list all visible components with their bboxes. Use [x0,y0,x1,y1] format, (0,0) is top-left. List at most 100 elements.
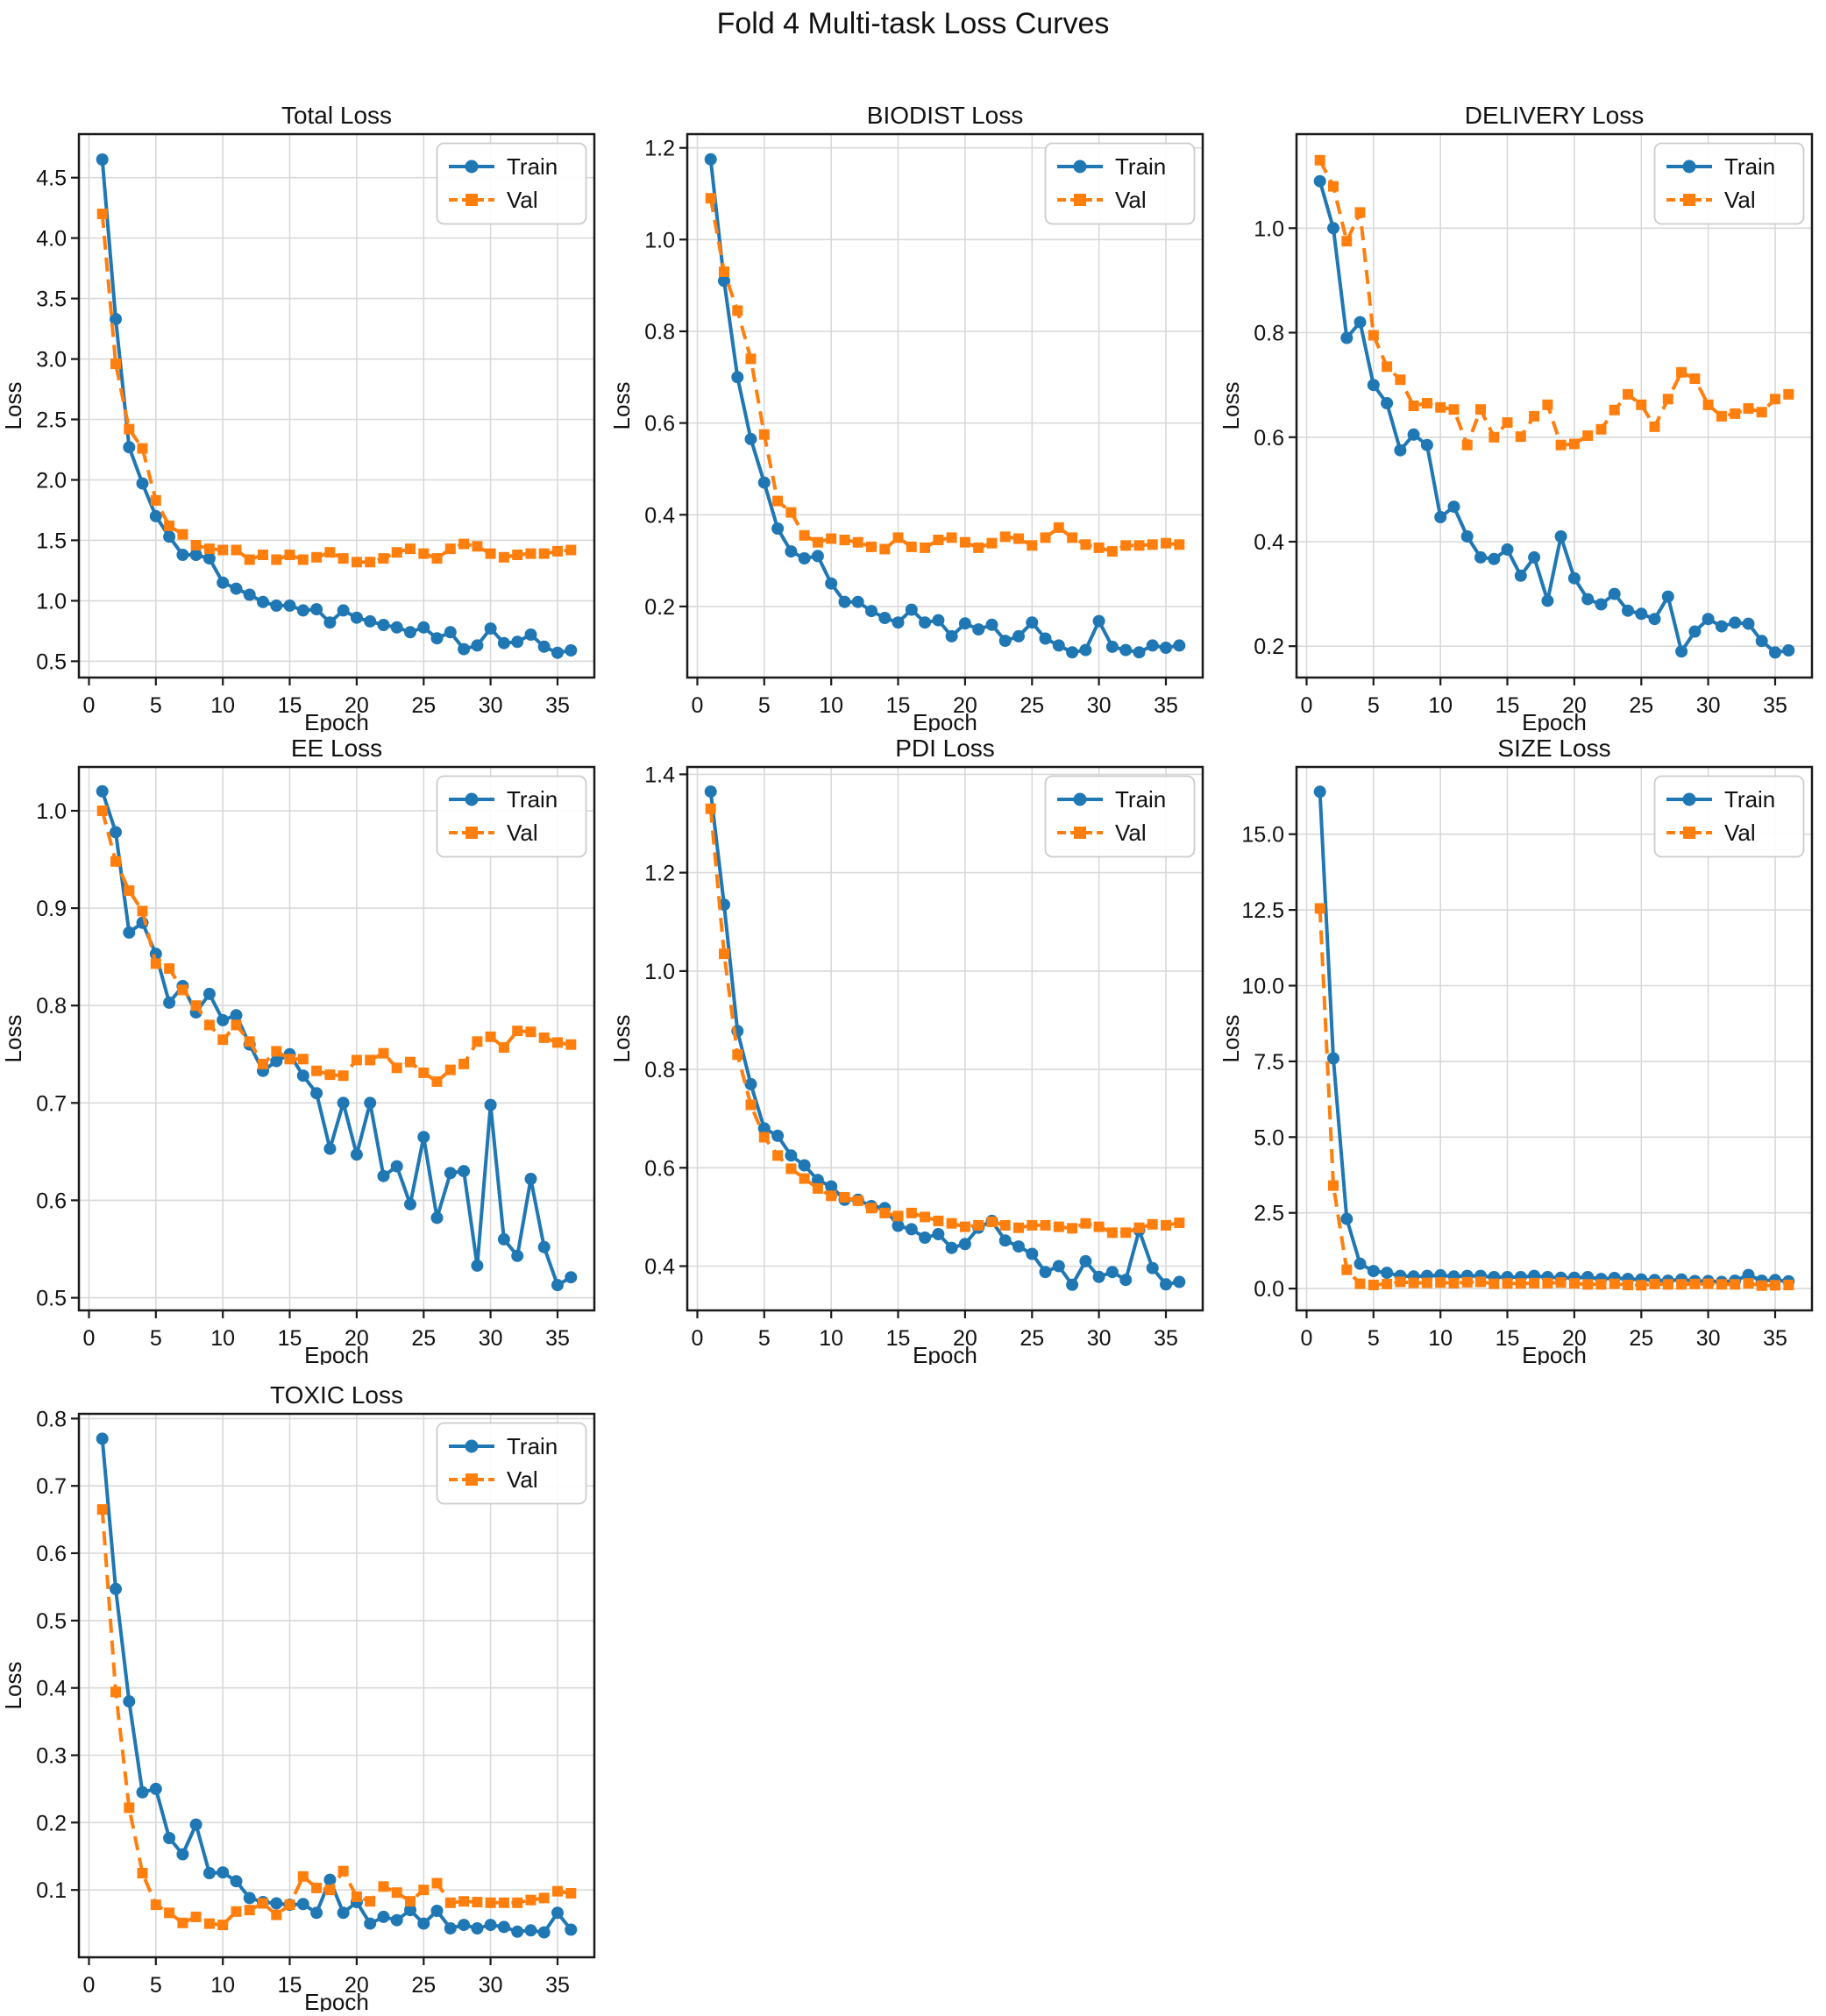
figure-title: Fold 4 Multi-task Loss Curves [716,7,1110,40]
series-val-marker [812,536,823,548]
legend-swatch-marker [465,792,479,806]
series-train-marker [350,1148,363,1161]
series-val-marker [705,803,716,814]
axes-spines [77,132,596,679]
series-val-marker [1489,1278,1500,1289]
series-val-marker [906,541,917,552]
series-train-marker [1173,1275,1186,1288]
series-train-marker [458,1919,471,1932]
x-tick-label: 30 [1087,1326,1112,1351]
series-train-marker [123,1695,136,1708]
series-val-marker [1515,431,1526,443]
y-tick-label: 3.5 [36,287,67,312]
series-train-marker [1367,1265,1380,1278]
series-val-marker [1093,1221,1105,1232]
series-val-marker [431,553,443,564]
series-val-marker [498,1897,509,1908]
y-tick-label: 0.3 [36,1744,67,1769]
series-train-marker [1541,594,1554,607]
series-train-marker [243,1892,256,1905]
series-train-marker [511,1925,524,1938]
series-val-marker [431,1075,443,1087]
legend-label: Val [1724,187,1756,213]
series-train-marker [1608,587,1621,600]
series-train-marker [1039,632,1052,645]
series-val-marker [1013,1222,1024,1233]
series-val-marker [1568,1278,1580,1289]
series-train-marker [497,636,510,650]
series-train-marker [123,926,136,939]
series-val-marker [1582,430,1594,441]
series-val-marker [1730,408,1741,419]
series-train-marker [1160,642,1172,654]
series-train-marker [390,1913,403,1927]
series-val-marker [758,1132,770,1143]
series-val-marker [525,1026,536,1038]
y-tick-label: 0.0 [1254,1277,1284,1302]
series-val-marker [444,1064,456,1075]
series-train-marker [1742,1268,1755,1281]
series-val-marker [378,553,389,564]
series-val-marker [839,1192,850,1203]
series-train-marker [230,1009,243,1022]
series-train-marker [1079,1254,1092,1267]
series-train-marker [1340,331,1354,344]
y-tick-label: 0.1 [36,1878,67,1903]
x-tick-label: 20 [345,693,369,718]
series-val-marker [324,1069,336,1081]
series-val-marker [879,1207,891,1218]
series-train-marker [1146,639,1159,652]
series-train-marker [785,545,798,558]
series-train-marker [1026,616,1039,629]
series-val-marker [164,963,175,974]
series-val-marker [1421,1277,1432,1288]
series-val-marker [177,529,188,540]
series-val-marker [1080,1217,1091,1229]
series-val-marker [137,905,148,917]
legend-label: Val [507,187,538,213]
series-train-marker [471,1259,484,1272]
series-train-marker [718,274,730,287]
series-train-marker [1119,643,1133,657]
subplot-pdi: 0 5 10 15 20 25 30 35 0.4 0.6 0.8 1.0 1.2 1.4 PDI Loss… [608,716,1217,1368]
series-train-marker [430,632,444,645]
series-train-marker [905,603,918,616]
subplot-title: TOXIC Loss [270,1381,403,1409]
subplot-title: Total Loss [281,102,392,129]
x-tick-label: 20 [953,693,977,718]
series-val-marker [1623,388,1633,400]
series-train-marker [565,1923,578,1936]
series-train-marker [484,622,497,635]
y-tick-label: 0.2 [1254,635,1284,659]
series-val-marker [1743,1278,1754,1289]
series-train-marker [390,1160,403,1173]
series-train-marker [1052,1260,1065,1273]
series-val-marker [244,1905,255,1916]
x-tick-label: 25 [1629,693,1653,718]
series-val-marker [1408,401,1419,411]
x-tick-label: 15 [1496,693,1520,718]
chart-svg-delivery: 0 5 10 15 20 25 30 35 0.2 0.4 0.6 0.8 1.0 DELIVERY Lo… [1218,102,1814,735]
axes-spines [77,1412,596,1959]
legend-label: Train [507,1433,558,1459]
series-val-marker [1649,1278,1660,1289]
series-val-marker [906,1207,917,1218]
series-train-marker [217,1866,230,1879]
series-train-marker [551,1906,564,1920]
series-val-marker [1174,1217,1185,1229]
y-tick-label: 2.5 [36,408,67,433]
series-train-marker [1119,1274,1133,1287]
x-tick-label: 0 [1301,693,1313,718]
series-val-marker [1582,1279,1594,1290]
series-val-marker [1013,533,1024,544]
series-train-marker [417,621,430,634]
legend-label: Val [1724,820,1756,846]
series-train-marker [497,1920,510,1934]
axes-spines [686,132,1204,679]
series-val-marker [1080,539,1091,550]
series-val-marker [1756,407,1767,418]
series-train-marker [364,1917,377,1930]
series-val-marker [999,1219,1011,1231]
series-val-marker [785,507,797,518]
chart-svg-ee: 0 5 10 15 20 25 30 35 0.5 0.6 0.7 0.8 0.9 1.0 EE Loss E… [0,735,596,1368]
